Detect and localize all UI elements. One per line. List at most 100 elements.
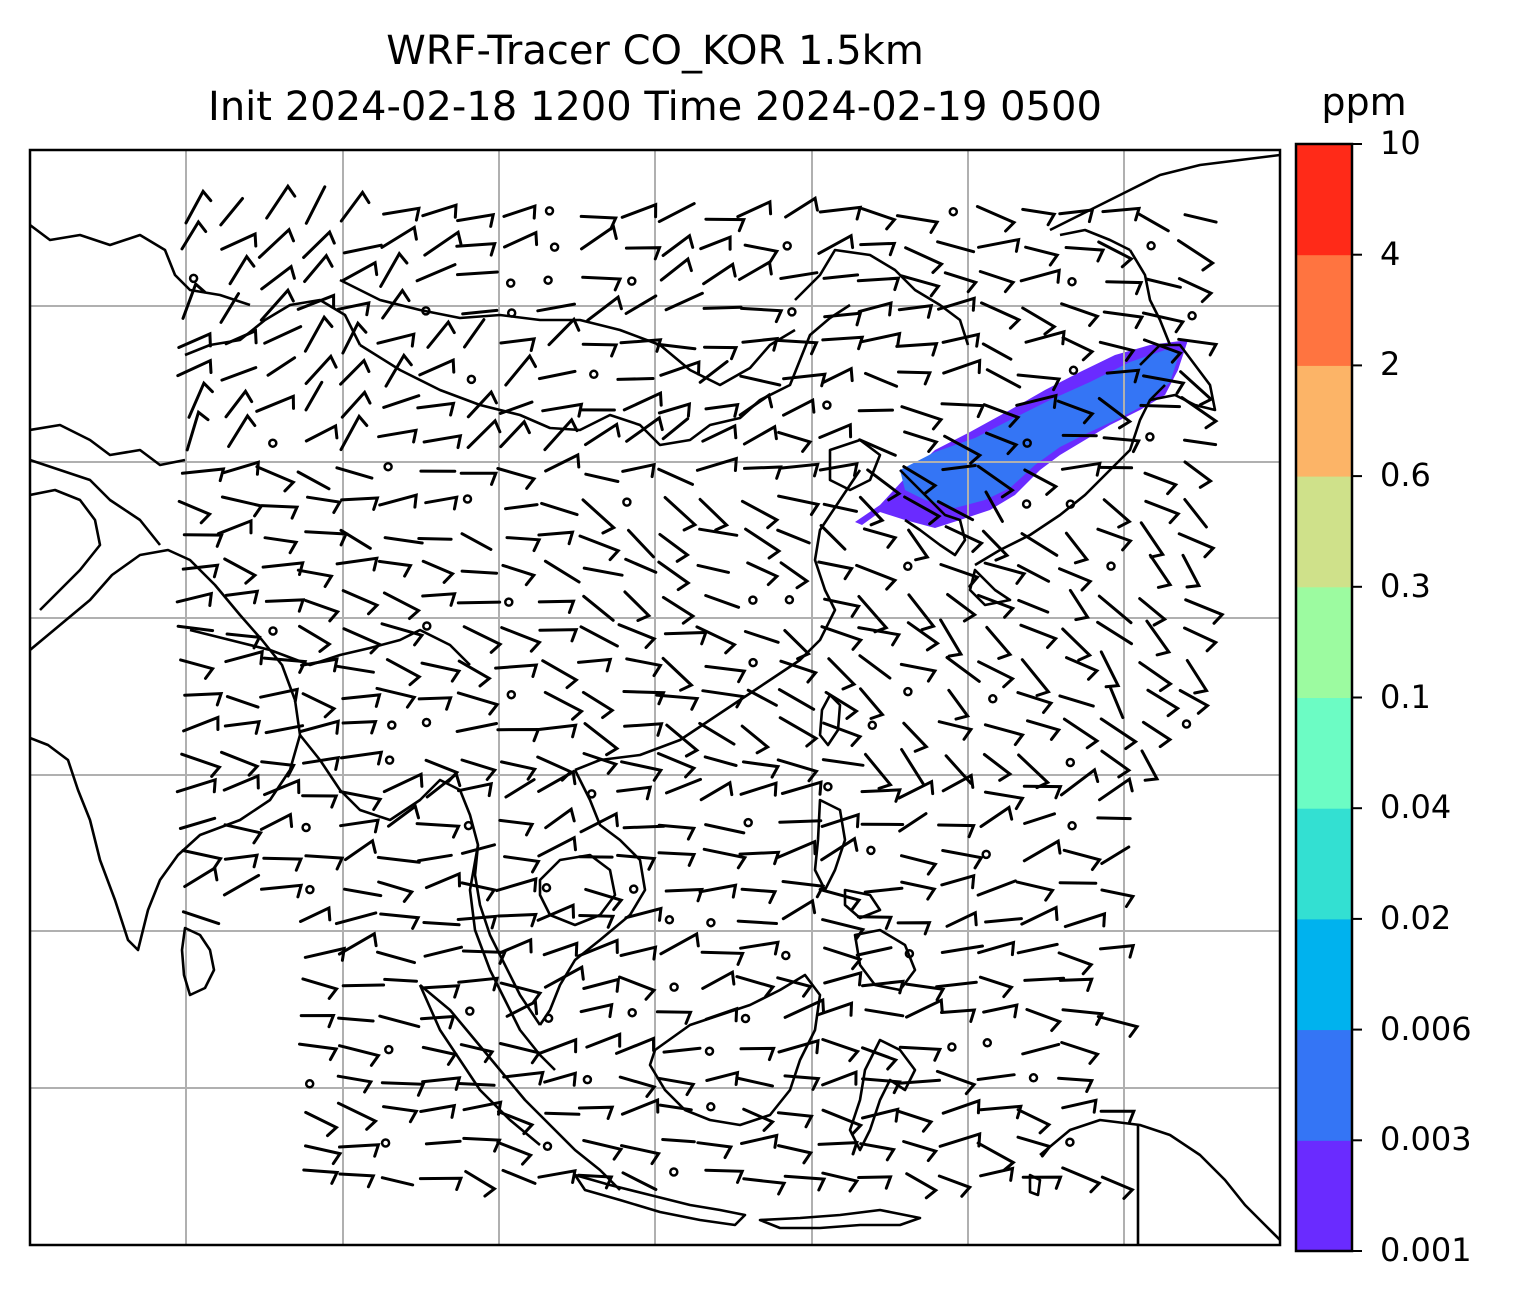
wind-barb — [738, 850, 781, 866]
wind-barb — [339, 818, 380, 834]
wind-barb — [219, 197, 244, 227]
wind-barb — [620, 760, 664, 782]
wind-barb — [860, 207, 897, 231]
wind-barb — [1096, 1015, 1140, 1038]
wind-barb — [704, 823, 746, 835]
colorbar-tick-label: 0.6 — [1380, 456, 1431, 495]
wind-barb — [579, 214, 618, 231]
wind-barb — [181, 563, 220, 579]
wind-barb — [177, 331, 212, 349]
wind-barb — [940, 944, 984, 954]
wind-barb — [299, 719, 340, 735]
wind-barb — [262, 856, 304, 872]
wind-barb — [1062, 717, 1100, 750]
wind-barb — [659, 359, 701, 377]
wind-barb — [781, 880, 826, 899]
wind-barb — [940, 873, 976, 890]
wind-barb — [1100, 888, 1136, 908]
wind-barb — [296, 470, 331, 491]
calm-wind-marker — [589, 369, 599, 380]
wind-barb — [497, 1110, 535, 1136]
wind-barb — [1142, 374, 1186, 395]
calm-wind-marker — [1187, 311, 1197, 321]
coastline-russia-far-east — [1049, 153, 1280, 232]
wind-barb — [815, 1001, 854, 1017]
coastline-okhotsk — [1059, 228, 1131, 252]
wind-barb — [657, 402, 692, 418]
wind-barb — [1101, 206, 1142, 222]
wind-barb — [1016, 564, 1051, 583]
wind-barb — [857, 1175, 893, 1190]
wind-barb — [696, 1141, 734, 1159]
wind-barb — [780, 780, 823, 796]
wind-barb — [380, 622, 425, 647]
wind-barb — [336, 1074, 374, 1094]
wind-barb — [855, 946, 893, 957]
wind-barb — [178, 816, 217, 830]
coastline-china-east — [574, 469, 862, 772]
wind-barb — [1102, 436, 1142, 454]
wind-barb — [818, 461, 859, 477]
wind-barb — [862, 527, 898, 549]
wind-barb — [618, 1075, 657, 1098]
calm-wind-marker — [948, 206, 959, 217]
wind-barb — [978, 270, 1016, 294]
wind-barb — [744, 527, 782, 560]
wind-barb — [542, 941, 579, 957]
wind-barb — [222, 773, 260, 792]
wind-barb — [543, 417, 579, 452]
wind-barb — [341, 693, 382, 708]
wind-barb — [859, 241, 897, 257]
wind-barb — [777, 1144, 814, 1165]
wind-barb — [1059, 767, 1100, 797]
wind-barb — [936, 240, 976, 254]
wind-barb — [820, 836, 859, 862]
wind-barb — [417, 696, 453, 711]
wind-barb — [977, 940, 1016, 957]
wind-barb — [304, 1110, 340, 1138]
wind-barb — [342, 243, 383, 255]
wind-barb — [304, 380, 324, 412]
wind-barb — [1105, 280, 1144, 296]
wind-barb — [944, 525, 985, 553]
wind-barb — [180, 219, 208, 251]
coastline-java — [573, 1173, 747, 1227]
wind-barb — [659, 931, 700, 956]
wind-barb — [338, 790, 383, 811]
colorbar-tick-label: 0.001 — [1380, 1231, 1472, 1269]
wind-barb — [900, 405, 944, 431]
wind-barb — [1023, 976, 1066, 982]
wind-barb — [419, 1014, 456, 1030]
calm-wind-marker — [784, 595, 795, 605]
calm-wind-marker — [748, 657, 758, 668]
tracer-plume — [855, 340, 1188, 528]
wind-barb — [179, 658, 216, 680]
wind-barb — [176, 358, 213, 378]
wind-barb — [420, 661, 462, 683]
wind-barb — [499, 337, 537, 352]
wind-barb — [339, 189, 371, 223]
wind-barb — [695, 456, 738, 472]
wind-barb — [735, 975, 776, 998]
wind-barb — [379, 912, 421, 930]
wind-barb — [941, 1098, 981, 1115]
wind-barb — [622, 390, 663, 412]
wind-barb — [1019, 623, 1059, 649]
wind-barb — [895, 342, 939, 357]
wind-barb — [1146, 688, 1181, 718]
wind-barb — [821, 1038, 861, 1063]
wind-barb — [979, 1104, 1023, 1120]
wind-barb — [339, 357, 371, 386]
wind-barb — [227, 413, 257, 448]
wind-barb — [735, 1076, 774, 1088]
coastline-indochina — [538, 769, 647, 1026]
wind-barb — [743, 465, 783, 480]
wind-barb — [776, 976, 814, 998]
wind-barb — [939, 618, 964, 658]
calm-wind-marker — [669, 982, 679, 992]
wind-barb — [907, 528, 930, 562]
wind-barb — [377, 559, 413, 578]
wind-barb — [900, 748, 925, 786]
wind-barb — [335, 556, 379, 572]
wind-barb — [304, 185, 327, 225]
